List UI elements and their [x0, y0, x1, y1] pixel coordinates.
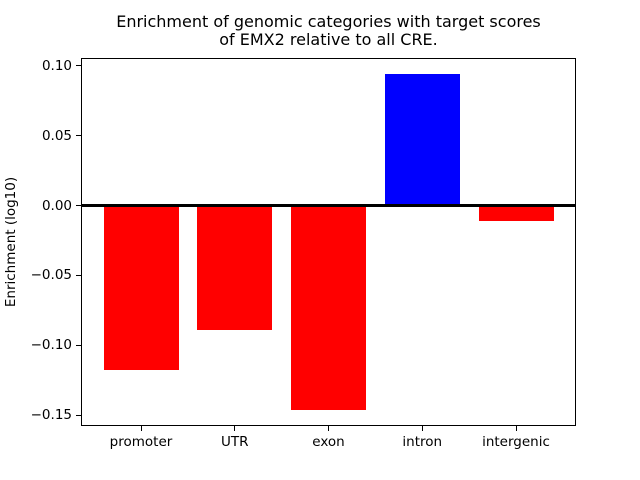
chart-title-line-1: Enrichment of genomic categories with ta… — [116, 12, 541, 31]
zero-line — [82, 204, 575, 207]
x-tick-label-intron: intron — [402, 434, 443, 450]
y-tick-label: 0.05 — [41, 127, 72, 144]
x-tick-mark — [140, 426, 142, 431]
chart-title: Enrichment of genomic categories with ta… — [81, 13, 576, 49]
bar-UTR — [197, 205, 273, 330]
x-tick-mark — [328, 426, 329, 431]
chart-title-line-2: of EMX2 relative to all CRE. — [219, 30, 438, 49]
y-tick-mark — [76, 135, 81, 137]
y-tick-label: −0.10 — [30, 337, 72, 354]
x-tick-mark — [421, 426, 423, 431]
x-tick-mark — [234, 426, 236, 431]
x-tick-mark — [515, 426, 517, 431]
y-tick-label: 0.00 — [41, 197, 72, 214]
bar-intron — [384, 74, 460, 206]
bar-intergenic — [478, 205, 554, 221]
x-tick-label-exon: exon — [312, 434, 345, 450]
bar-promoter — [103, 205, 179, 371]
y-tick-mark — [76, 344, 81, 346]
plot-area — [81, 58, 576, 426]
y-tick-mark — [76, 205, 81, 206]
x-tick-label-promoter: promoter — [109, 434, 173, 450]
x-tick-label-UTR: UTR — [220, 434, 249, 450]
bar-exon — [291, 205, 366, 410]
y-tick-mark — [76, 414, 81, 416]
y-tick-label: −0.05 — [30, 267, 72, 284]
y-tick-mark — [76, 274, 81, 276]
y-tick-label: 0.10 — [41, 57, 72, 74]
y-tick-mark — [76, 65, 81, 67]
y-tick-label: −0.15 — [30, 407, 72, 424]
x-tick-label-intergenic: intergenic — [482, 434, 550, 450]
